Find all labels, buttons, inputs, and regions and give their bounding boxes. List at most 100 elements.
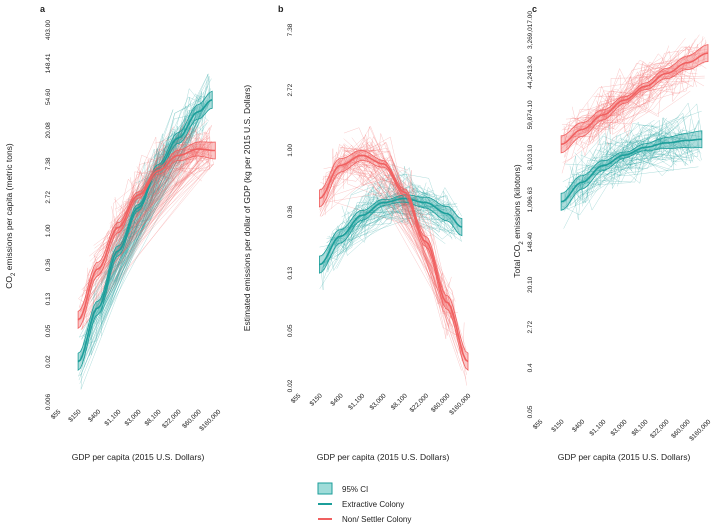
panel-c-scatter-trace <box>615 55 695 112</box>
panel-a-y-tick-label: 7.38 <box>45 157 52 170</box>
panel-b-scatter-trace <box>372 181 459 240</box>
panel-b-x-tick-label: $55 <box>290 392 303 405</box>
panel-a-scatter-trace <box>90 128 182 356</box>
panel-c-scatter-trace <box>600 63 698 134</box>
panel-c-scatter-trace <box>565 46 703 149</box>
panel-b-scatter-trace <box>338 175 446 248</box>
panel-c-y-tick-label: 20.10 <box>527 276 534 293</box>
panel-a-ci-band-settler <box>77 141 216 330</box>
panel-c-scatter-trace <box>609 132 691 162</box>
panel-c-scatter-trace <box>573 132 691 186</box>
panel-b-scatter-trace <box>323 154 429 235</box>
panel-c-scatter-trace <box>564 42 693 158</box>
panel-b-scatter-trace <box>347 192 420 242</box>
panel-a-scatter-trace <box>96 157 203 285</box>
legend: 95% CI Extractive Colony Non/ Settler Co… <box>317 482 411 524</box>
panel-c-scatter-trace <box>581 144 690 196</box>
panel-a-scatter-trace <box>95 130 201 269</box>
panel-b-scatter-trace <box>352 178 440 231</box>
panel-b-scatter-trace <box>332 190 453 250</box>
panel-b-scatter-trace <box>342 152 467 380</box>
panel-c-scatter-trace <box>595 129 685 171</box>
panel-a-scatter-trace <box>95 97 193 293</box>
panel-c-scatter-trace <box>564 41 707 149</box>
panel-c-scatter-trace <box>567 62 680 142</box>
panel-b-scatter-trace <box>357 192 458 228</box>
panel-c-scatter-trace <box>594 133 699 171</box>
panel-b-y-tick-label: 2.72 <box>287 83 294 96</box>
panel-c-scatter-trace <box>573 65 683 138</box>
panel-a-ci-band-extractive <box>77 90 213 372</box>
panel-b-scatter-trace <box>320 143 458 335</box>
panel-b-scatter-trace <box>321 180 443 269</box>
panel-a-scatter-trace <box>90 127 211 284</box>
panel-a-scatter-trace <box>110 148 192 240</box>
panel-a-scatter-trace <box>81 114 201 364</box>
panel-b-scatter-trace <box>351 211 457 240</box>
panel-a-scatter-trace <box>104 92 204 284</box>
panel-b-x-tick-label: $150 <box>309 392 324 407</box>
panel-c-scatter-trace <box>569 102 702 200</box>
panel-a-y-tick-label: 2.72 <box>45 191 52 204</box>
panel-c-scatter-trace <box>571 119 655 190</box>
panel-b-scatter-trace <box>336 183 440 256</box>
panel-a-scatter-trace <box>167 118 213 172</box>
panel-c-x-axis-title: GDP per capita (2015 U.S. Dollars) <box>558 452 691 462</box>
panel-b-scatter-trace <box>322 136 458 327</box>
panel-b-scatter-trace <box>326 151 438 291</box>
panel-b-scatter-trace <box>331 148 413 226</box>
panel-c-scatter-trace <box>603 128 669 166</box>
panel-b-scatter-trace <box>319 157 460 340</box>
panel-b-scatter-trace <box>343 148 462 340</box>
panel-a-scatter-trace <box>79 160 210 308</box>
panel-b-y-tick-label: 7.38 <box>287 23 294 36</box>
panel-a-y-tick-label: 0.05 <box>45 324 52 337</box>
panel-c-scatter-trace <box>636 62 692 103</box>
panel-c-scatter-trace <box>565 179 600 203</box>
panel-a-scatter-trace <box>105 148 169 281</box>
panel-c-scatter-trace <box>564 50 708 145</box>
panel-a-scatter-trace <box>86 153 195 286</box>
panel-c-scatter-trace <box>567 57 678 137</box>
panel-b-fit-line-extractive <box>319 197 463 266</box>
panel-a-scatter-trace <box>86 126 214 318</box>
panel-c-scatter-trace <box>596 60 671 137</box>
panel-b-scatter-trace <box>320 153 453 316</box>
panel-b-scatter-trace <box>351 147 452 314</box>
panel-c-scatter-trace <box>580 137 680 189</box>
panel-b-scatter-trace <box>370 170 467 356</box>
panel-c-scatter-trace <box>584 95 630 133</box>
panel-b-scatter-trace <box>341 185 453 222</box>
panel-b-x-tick-label: $22,000 <box>409 392 431 414</box>
panel-c-y-tick-label: 0.05 <box>527 405 534 418</box>
panel-a-scatter-trace <box>90 157 172 302</box>
panel-a-scatter-trace <box>107 110 199 294</box>
panel-b-scatter-trace <box>324 125 431 259</box>
panel-b-y-tick-label: 0.05 <box>287 324 294 337</box>
panel-b-scatter-trace <box>327 183 408 241</box>
panel-a-x-tick-label: $22,000 <box>161 408 183 430</box>
panel-c-scatter-trace <box>590 136 683 198</box>
panel-b-scatter-trace <box>322 141 459 354</box>
panel-c-scatter-trace <box>579 135 700 194</box>
panel-c-x-tick-label: $55 <box>532 418 545 431</box>
panel-c-letter: c <box>532 4 537 14</box>
panel-c-scatter-trace <box>582 72 675 127</box>
panel-b-scatter-trace <box>343 136 432 246</box>
panel-c-x-tick-label: $150 <box>550 418 565 433</box>
panel-c-x-tick-label: $8,100 <box>631 418 650 437</box>
panel-a-scatter-trace <box>93 161 186 269</box>
panel-b-scatter-trace <box>336 166 449 269</box>
panel-b-scatter-trace <box>324 185 417 207</box>
panel-b-x-tick-label: $1,100 <box>347 392 366 411</box>
panel-b-scatter-trace <box>323 171 453 295</box>
panel-a-scatter-trace <box>83 121 199 338</box>
panel-c-y-tick-label: 0.4 <box>527 363 534 372</box>
panel-b-letter: b <box>278 4 284 14</box>
panel-b-scatter-trace <box>360 194 457 224</box>
panel-a-y-tick-label: 0.02 <box>45 355 52 368</box>
panel-c-scatter-trace <box>575 128 654 190</box>
panel-a-scatter-trace <box>102 103 195 298</box>
panel-c-scatter-trace <box>598 131 684 180</box>
legend-extractive-label: Extractive Colony <box>342 500 404 509</box>
